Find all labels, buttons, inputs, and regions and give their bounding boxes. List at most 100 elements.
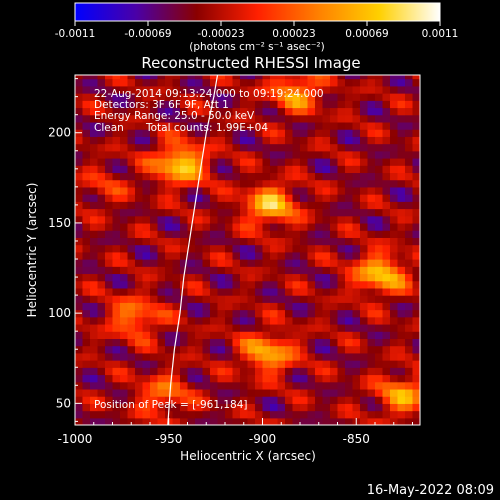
heatmap-cell <box>360 129 369 137</box>
heatmap-cell <box>180 186 189 195</box>
heatmap-cell <box>300 186 309 195</box>
heatmap-cell <box>270 403 279 412</box>
heatmap-cell <box>390 143 399 152</box>
heatmap-cell <box>225 367 234 376</box>
heatmap-cell <box>352 201 361 210</box>
heatmap-cell <box>217 396 226 404</box>
heatmap-cell <box>352 85 361 94</box>
heatmap-cell <box>375 410 384 419</box>
heatmap-cell <box>390 114 399 123</box>
heatmap-cell <box>120 323 129 332</box>
heatmap-cell <box>390 295 399 303</box>
heatmap-cell <box>135 215 144 224</box>
heatmap-cell <box>90 352 99 361</box>
heatmap-cell <box>375 114 384 123</box>
heatmap-cell <box>390 157 399 166</box>
heatmap-cell <box>315 107 324 116</box>
heatmap-cell <box>202 410 211 419</box>
heatmap-cell <box>367 381 376 390</box>
heatmap-cell <box>112 316 121 325</box>
heatmap-cell <box>210 396 219 404</box>
heatmap-cell <box>270 136 279 145</box>
heatmap-cell <box>172 295 181 303</box>
heatmap-cell <box>240 417 249 425</box>
heatmap-cell <box>322 237 331 246</box>
heatmap-cell <box>322 194 331 202</box>
heatmap-cell <box>135 157 144 166</box>
heatmap-cell <box>135 251 144 260</box>
heatmap-cell <box>315 309 324 318</box>
heatmap-cell <box>187 410 196 419</box>
heatmap-cell <box>345 396 354 404</box>
heatmap-cell <box>180 179 189 188</box>
heatmap-cell <box>232 287 241 296</box>
heatmap-cell <box>345 360 354 368</box>
heatmap-cell <box>270 78 279 87</box>
heatmap-cell <box>405 157 414 166</box>
heatmap-cell <box>345 316 354 325</box>
heatmap-cell <box>270 85 279 94</box>
heatmap-cell <box>277 259 286 267</box>
heatmap-cell <box>142 417 151 425</box>
heatmap-cell <box>120 208 129 217</box>
heatmap-cell <box>375 352 384 361</box>
heatmap-cell <box>75 222 84 231</box>
heatmap-cell <box>180 331 189 340</box>
heatmap-cell <box>142 75 151 80</box>
heatmap-cell <box>150 367 159 376</box>
heatmap-cell <box>135 172 144 181</box>
heatmap-cell <box>75 338 84 347</box>
heatmap-cell <box>90 121 99 130</box>
heatmap-cell <box>225 323 234 332</box>
heatmap-cell <box>97 374 106 383</box>
heatmap-cell <box>75 150 84 159</box>
heatmap-cell <box>75 186 84 195</box>
heatmap-cell <box>232 323 241 332</box>
heatmap-cell <box>90 194 99 202</box>
heatmap-cell <box>105 93 114 101</box>
heatmap-cell <box>337 78 346 87</box>
heatmap-cell <box>180 172 189 181</box>
heatmap-cell <box>157 230 166 238</box>
heatmap-cell <box>285 172 294 181</box>
heatmap-cell <box>337 129 346 137</box>
annotation-time-range: 22-Aug-2014 09:13:24.000 to 09:19:24.000 <box>94 88 324 100</box>
heatmap-cell <box>165 100 174 109</box>
heatmap-cell <box>262 280 271 289</box>
heatmap-cell <box>202 273 211 282</box>
heatmap-cell <box>412 374 420 383</box>
heatmap-cell <box>165 165 174 174</box>
heatmap-cell <box>382 410 391 419</box>
heatmap-cell <box>157 121 166 130</box>
heatmap-cell <box>352 121 361 130</box>
heatmap-cell <box>112 295 121 303</box>
heatmap-cell <box>82 417 91 425</box>
heatmap-cell <box>352 129 361 137</box>
heatmap-cell <box>202 230 211 238</box>
heatmap-cell <box>352 287 361 296</box>
heatmap-cell <box>277 150 286 159</box>
heatmap-cell <box>187 100 196 109</box>
heatmap-cell <box>187 215 196 224</box>
heatmap-cell <box>277 316 286 325</box>
heatmap-cell <box>360 121 369 130</box>
heatmap-cell <box>367 230 376 238</box>
heatmap-cell <box>345 129 354 137</box>
heatmap-cell <box>97 121 106 130</box>
heatmap-cell <box>232 157 241 166</box>
heatmap-cell <box>135 410 144 419</box>
heatmap-cell <box>112 150 121 159</box>
heatmap-cell <box>225 157 234 166</box>
heatmap-cell <box>82 230 91 238</box>
heatmap-cell <box>352 172 361 181</box>
heatmap-cell <box>210 121 219 130</box>
heatmap-cell <box>307 295 316 303</box>
heatmap-cell <box>352 157 361 166</box>
heatmap-cell <box>255 143 264 152</box>
heatmap-cell <box>412 316 420 325</box>
heatmap-cell <box>75 143 84 152</box>
heatmap-cell <box>307 107 316 116</box>
heatmap-cell <box>397 367 406 376</box>
heatmap-cell <box>165 345 174 354</box>
heatmap-cell <box>120 179 129 188</box>
